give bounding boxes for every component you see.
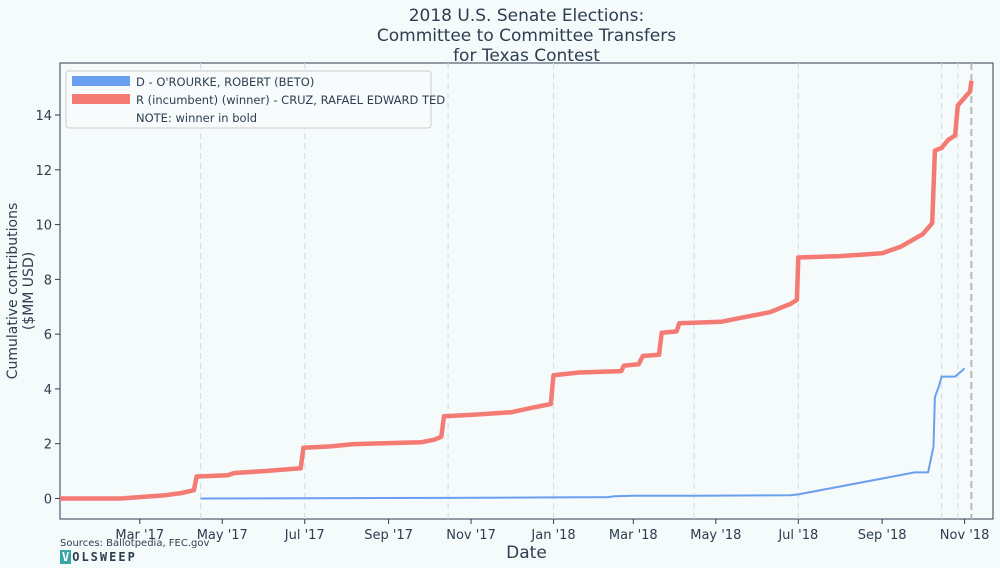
x-tick-label: May '17 [197,528,248,543]
volsweep-logo: V OLSWEEP [60,550,137,564]
chart-title-line: for Texas Contest [453,46,600,66]
chart-title-line: 2018 U.S. Senate Elections: [409,6,645,26]
y-tick-label: 4 [44,383,52,398]
legend-note: NOTE: winner in bold [136,111,257,125]
x-tick-label: Nov '18 [940,528,990,543]
y-tick-label: 14 [35,109,52,124]
y-axis-label: Cumulative contributions [5,203,21,380]
legend-label-0: D - O'ROURKE, ROBERT (BETO) [136,75,314,89]
y-tick-label: 8 [44,273,52,288]
y-tick-label: 12 [35,164,52,179]
x-tick-label: Nov '17 [446,528,496,543]
legend-label-1: R (incumbent) (winner) - CRUZ, RAFAEL ED… [136,93,445,107]
x-tick-label: Sep '17 [364,528,413,543]
x-axis-label: Date [506,543,547,563]
plot-area [59,62,994,520]
x-tick-label: Mar '17 [115,528,164,543]
y-tick-label: 6 [44,328,52,343]
x-tick-label: Jul '17 [284,528,325,543]
x-tick-label: Mar '18 [609,528,658,543]
legend [65,70,432,129]
series-line-0 [200,367,966,500]
series-line-1 [60,80,974,501]
y-tick-label: 2 [44,438,52,453]
x-tick-label: Jul '18 [777,528,818,543]
legend-swatch-0 [72,76,130,86]
y-tick-label: 0 [44,492,52,507]
x-tick-label: Jan '18 [530,528,575,543]
chart-title-line: Committee to Committee Transfers [377,26,676,46]
y-axis-label: ($MM USD) [21,252,37,330]
y-tick-label: 10 [35,219,52,234]
x-tick-label: Sep '18 [858,528,907,543]
source-note: Sources: Ballotpedia, FEC.gov [60,538,210,549]
legend-swatch-1 [72,94,130,104]
logo-text: OLSWEEP [72,550,137,564]
logo-mark: V [60,550,72,564]
x-tick-label: May '18 [690,528,741,543]
